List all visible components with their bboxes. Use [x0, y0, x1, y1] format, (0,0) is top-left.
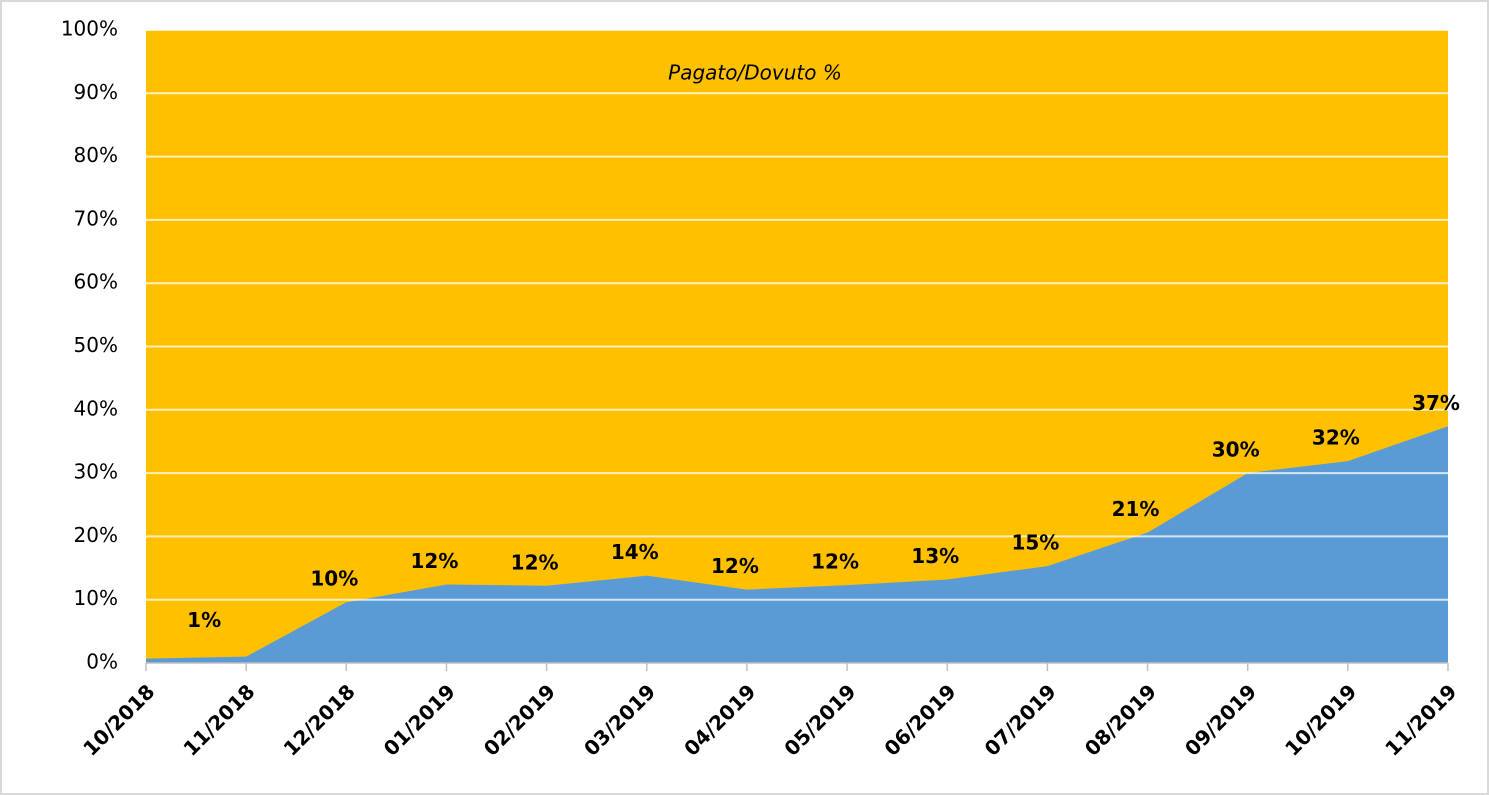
- data-label: 32%: [1312, 426, 1360, 450]
- y-tick-label: 10%: [74, 586, 118, 610]
- data-label: 10%: [310, 567, 358, 591]
- data-label: 1%: [187, 608, 221, 632]
- data-label: 12%: [711, 554, 759, 578]
- data-label: 15%: [1011, 531, 1059, 555]
- data-label: 12%: [411, 549, 459, 573]
- chart-title: Pagato/Dovuto %: [668, 61, 842, 85]
- y-tick-label: 30%: [74, 460, 118, 484]
- data-label: 30%: [1212, 438, 1260, 462]
- y-tick-label: 40%: [74, 396, 118, 420]
- y-tick-label: 70%: [74, 206, 118, 230]
- data-label: 12%: [811, 550, 859, 574]
- data-label: 14%: [611, 540, 659, 564]
- y-tick-label: 0%: [86, 650, 118, 674]
- y-tick-label: 100%: [61, 17, 118, 41]
- data-label: 13%: [911, 544, 959, 568]
- data-label: 21%: [1112, 497, 1160, 521]
- y-tick-label: 60%: [74, 270, 118, 294]
- y-tick-label: 20%: [74, 523, 118, 547]
- y-tick-label: 80%: [74, 143, 118, 167]
- data-label: 37%: [1412, 391, 1460, 415]
- y-tick-label: 90%: [74, 80, 118, 104]
- y-tick-label: 50%: [74, 333, 118, 357]
- area: [146, 426, 1448, 663]
- data-label: 12%: [511, 550, 559, 574]
